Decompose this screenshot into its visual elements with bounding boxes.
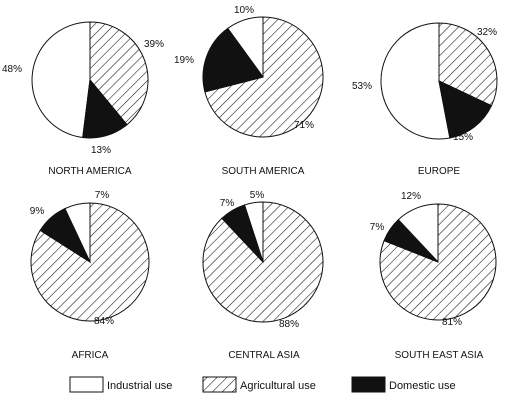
slice-label-industrial-use: 48% — [2, 64, 22, 75]
slice-label-domestic-use: 19% — [174, 55, 194, 66]
slice-domestic-use — [82, 78, 128, 139]
slice-label-industrial-use: 10% — [234, 5, 254, 16]
pie-title: NORTH AMERICA — [48, 166, 131, 177]
pie-north-america: 48% 39% 13% NORTH AMERICA — [2, 21, 164, 177]
legend-label: Domestic use — [389, 380, 456, 392]
slice-industrial-use — [31, 21, 91, 139]
pie-south-america: 10% 71% 19% SOUTH AMERICA — [174, 5, 324, 177]
pie-africa: 7% 84% 9% AFRICA — [30, 190, 150, 361]
legend-swatch — [69, 376, 104, 393]
slice-domestic-use — [438, 80, 493, 139]
slice-label-domestic-use: 15% — [453, 132, 473, 143]
slice-agricultural-use — [204, 16, 324, 138]
slice-label-agricultural-use: 84% — [94, 316, 114, 327]
slice-label-domestic-use: 7% — [220, 198, 235, 209]
slice-label-agricultural-use: 88% — [279, 319, 299, 330]
slice-domestic-use — [202, 27, 264, 93]
slice-label-domestic-use: 9% — [30, 206, 45, 217]
slice-agricultural-use — [438, 22, 498, 107]
slice-label-agricultural-use: 32% — [477, 27, 497, 38]
slice-label-agricultural-use: 71% — [294, 120, 314, 131]
legend-item-agricultural: Agricultural use — [202, 376, 316, 393]
slice-domestic-use — [221, 204, 264, 263]
pie-title: EUROPE — [418, 166, 461, 177]
legend: Industrial use Agricultural use Domestic u… — [69, 376, 456, 393]
pie-title: CENTRAL ASIA — [228, 350, 300, 361]
slice-domestic-use — [383, 219, 439, 263]
legend-label: Industrial use — [107, 380, 172, 392]
slice-domestic-use — [39, 207, 92, 264]
slice-label-industrial-use: 5% — [250, 190, 265, 201]
legend-item-domestic: Domestic use — [351, 376, 456, 393]
slice-label-industrial-use: 7% — [95, 190, 110, 201]
pie-title: AFRICA — [72, 350, 109, 361]
legend-label: Agricultural use — [240, 380, 316, 392]
pie-title: SOUTH AMERICA — [222, 166, 305, 177]
pie-south-east-asia: 12% 81% 7% SOUTH EAST ASIA — [370, 191, 497, 361]
pie-title: SOUTH EAST ASIA — [395, 350, 484, 361]
legend-swatch — [351, 376, 386, 393]
slice-industrial-use — [380, 22, 451, 140]
legend-swatch — [202, 376, 237, 393]
slice-agricultural-use — [89, 21, 149, 126]
pie-central-asia: 5% 88% 7% CENTRAL ASIA — [202, 190, 324, 361]
legend-item-industrial: Industrial use — [69, 376, 172, 393]
slice-label-domestic-use: 13% — [91, 145, 111, 156]
slice-label-domestic-use: 7% — [370, 222, 385, 233]
slice-label-industrial-use: 53% — [352, 81, 372, 92]
slice-label-industrial-use: 12% — [401, 191, 421, 202]
pie-europe: 53% 32% 15% EUROPE — [352, 22, 498, 177]
slice-label-agricultural-use: 39% — [144, 39, 164, 50]
slice-label-agricultural-use: 81% — [442, 317, 462, 328]
